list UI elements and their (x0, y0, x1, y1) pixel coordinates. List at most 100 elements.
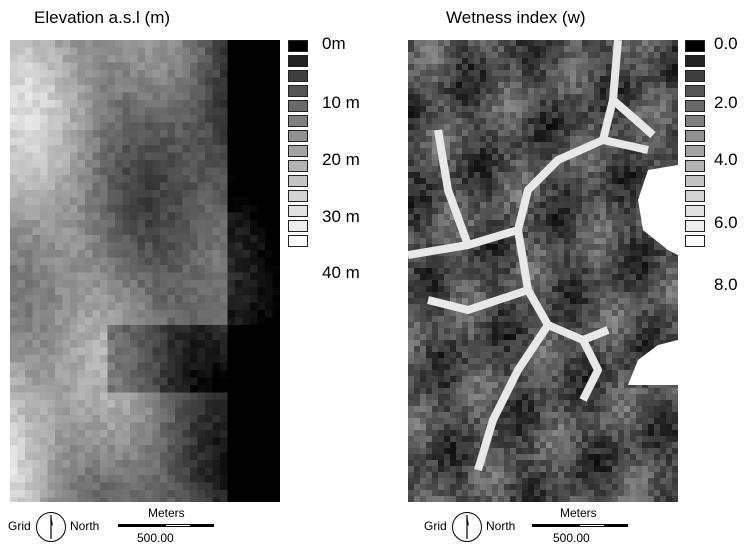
raster-cell (92, 212, 101, 221)
raster-cell (492, 370, 499, 377)
raster-cell (182, 340, 191, 348)
raster-cell (190, 62, 198, 71)
raster-cell (624, 298, 631, 305)
raster-cell (70, 47, 78, 56)
raster-cell (205, 227, 213, 236)
raster-cell (624, 358, 631, 365)
raster-cell (77, 130, 86, 138)
raster-cell (474, 76, 481, 83)
raster-cell (510, 124, 517, 131)
raster-cell (558, 142, 565, 149)
raster-cell (642, 340, 649, 347)
raster-cell (498, 148, 505, 155)
raster-cell (235, 115, 243, 123)
raster-cell (272, 280, 280, 288)
raster-cell (480, 370, 487, 377)
raster-cell (558, 76, 565, 83)
raster-cell (660, 316, 667, 323)
raster-cell (32, 242, 41, 251)
raster-cell (70, 257, 78, 266)
raster-cell (588, 262, 595, 269)
raster-cell (618, 298, 625, 305)
raster-cell (474, 262, 481, 269)
raster-cell (528, 220, 535, 227)
raster-cell (600, 196, 607, 203)
raster-cell (212, 392, 221, 401)
raster-cell (516, 388, 523, 395)
raster-cell (100, 422, 108, 431)
raster-cell (420, 244, 427, 251)
raster-cell (227, 392, 236, 401)
raster-cell (498, 286, 505, 293)
raster-cell (92, 250, 101, 258)
raster-cell (474, 136, 481, 143)
raster-cell (272, 445, 280, 453)
raster-cell (167, 257, 176, 266)
raster-cell (70, 175, 78, 183)
raster-cell (660, 322, 667, 329)
raster-cell (235, 400, 243, 408)
raster-cell (62, 362, 71, 371)
raster-cell (630, 160, 637, 167)
raster-cell (235, 47, 243, 56)
raster-cell (227, 280, 236, 288)
raster-cell (612, 232, 619, 239)
raster-cell (182, 287, 191, 296)
raster-cell (55, 355, 63, 363)
raster-cell (242, 55, 251, 63)
raster-cell (438, 76, 445, 83)
raster-cell (242, 437, 251, 446)
raster-cell (137, 302, 146, 311)
raster-cell (55, 422, 63, 431)
raster-cell (636, 274, 643, 281)
raster-cell (450, 322, 457, 329)
raster-cell (498, 190, 505, 197)
raster-cell (540, 292, 547, 299)
raster-cell (197, 355, 206, 363)
raster-cell (197, 175, 206, 183)
raster-cell (516, 100, 523, 107)
raster-cell (242, 100, 251, 108)
raster-cell (510, 268, 517, 275)
raster-cell (115, 355, 123, 363)
raster-cell (528, 76, 535, 83)
raster-cell (47, 77, 56, 86)
raster-cell (227, 152, 236, 161)
raster-cell (522, 166, 529, 173)
raster-cell (654, 268, 661, 275)
raster-cell (564, 178, 571, 185)
raster-cell (444, 400, 451, 407)
raster-cell (510, 334, 517, 341)
raster-cell (167, 460, 176, 468)
raster-cell (426, 304, 433, 311)
raster-cell (190, 355, 198, 363)
raster-cell (100, 347, 108, 356)
raster-cell (220, 55, 228, 63)
raster-cell (235, 302, 243, 311)
raster-cell (438, 178, 445, 185)
raster-cell (618, 184, 625, 191)
raster-cell (534, 118, 541, 125)
raster-cell (70, 182, 78, 191)
raster-cell (444, 118, 451, 125)
raster-cell (558, 52, 565, 59)
raster-cell (450, 274, 457, 281)
raster-cell (25, 325, 33, 333)
raster-cell (666, 286, 673, 293)
raster-cell (510, 250, 517, 257)
raster-cell (10, 272, 18, 281)
raster-cell (212, 182, 221, 191)
raster-cell (242, 490, 251, 498)
raster-cell (492, 202, 499, 209)
raster-cell (486, 352, 493, 359)
raster-cell (630, 202, 637, 209)
raster-cell (480, 58, 487, 65)
raster-cell (235, 122, 243, 131)
raster-cell (582, 280, 589, 287)
raster-cell (145, 392, 153, 401)
raster-cell (570, 394, 577, 401)
raster-cell (522, 112, 529, 119)
raster-cell (122, 415, 131, 423)
raster-cell (582, 256, 589, 263)
raster-cell (642, 82, 649, 89)
